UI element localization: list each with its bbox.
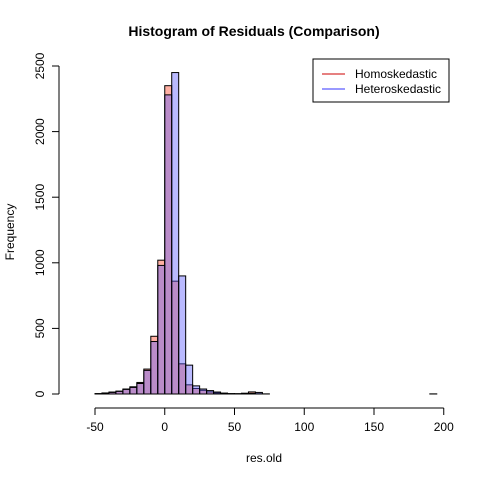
bar-heteroskedastic-9	[157, 264, 166, 395]
bar-heteroskedastic-12	[178, 275, 187, 395]
y-tick-label-1: 500	[33, 318, 47, 338]
bar-heteroskedastic-4	[122, 388, 131, 395]
bar-heteroskedastic-10	[164, 94, 173, 395]
legend-box	[312, 58, 450, 103]
series-homoskedastic-bars	[94, 85, 438, 395]
bar-heteroskedastic-3	[115, 390, 124, 395]
legend-label-homoskedastic: Homoskedastic	[355, 67, 437, 81]
bar-heteroskedastic-6	[136, 383, 145, 395]
bar-heteroskedastic-13	[185, 364, 194, 395]
bar-heteroskedastic-2	[108, 391, 117, 395]
bar-heteroskedastic-22	[247, 392, 256, 395]
series-heteroskedastic-bars	[94, 72, 270, 395]
chart-title: Histogram of Residuals (Comparison)	[128, 23, 379, 39]
bar-heteroskedastic-17	[213, 391, 222, 395]
y-axis-label: Frequency	[3, 204, 17, 261]
x-tick-label-1: 0	[161, 420, 168, 434]
bar-heteroskedastic-8	[150, 341, 159, 395]
y-tick-label-4: 2000	[33, 118, 47, 145]
bar-heteroskedastic-1	[101, 392, 110, 395]
x-axis-label: res.old	[246, 451, 282, 465]
bar-heteroskedastic-18	[220, 392, 229, 395]
bar-heteroskedastic-23	[254, 391, 263, 395]
x-tick-label-5: 200	[434, 420, 454, 434]
y-tick-label-5: 2500	[33, 52, 47, 79]
x-tick-label-3: 100	[294, 420, 314, 434]
bar-heteroskedastic-14	[192, 385, 201, 395]
x-tick-label-0: -50	[86, 420, 104, 434]
x-tick-label-2: 50	[228, 420, 242, 434]
y-tick-label-0: 0	[33, 390, 47, 397]
legend-label-heteroskedastic: Heteroskedastic	[355, 82, 441, 96]
bar-heteroskedastic-7	[143, 369, 152, 395]
bar-heteroskedastic-11	[171, 72, 180, 395]
x-tick-label-4: 150	[364, 420, 384, 434]
bar-heteroskedastic-15	[199, 388, 208, 395]
bar-heteroskedastic-5	[129, 386, 138, 395]
bar-heteroskedastic-16	[206, 390, 215, 395]
y-tick-label-2: 1000	[33, 249, 47, 276]
y-tick-label-3: 1500	[33, 184, 47, 211]
legend: Homoskedastic Heteroskedastic	[312, 58, 450, 103]
